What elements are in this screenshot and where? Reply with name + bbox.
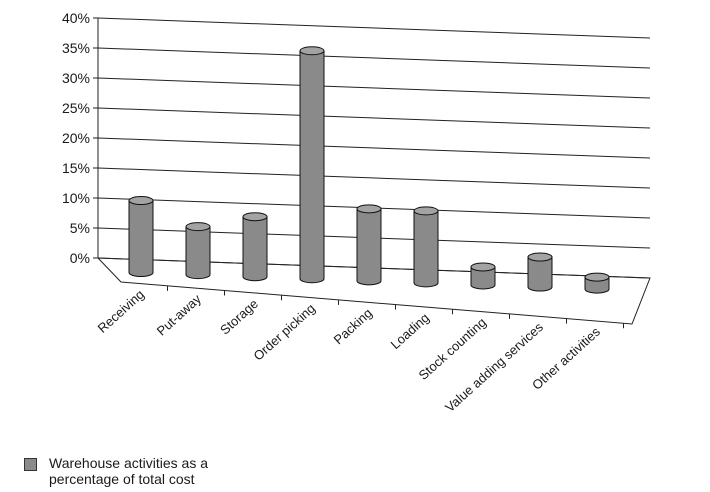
x-category-label: Loading	[388, 310, 432, 352]
legend-swatch	[24, 458, 37, 471]
x-category-label: Storage	[217, 296, 261, 338]
bar	[242, 212, 268, 282]
x-category-label: Order picking	[251, 301, 318, 364]
bars	[128, 46, 610, 294]
gridline	[97, 77, 651, 99]
bar	[470, 262, 496, 290]
x-category-label: Put-away	[154, 291, 205, 339]
y-tick-label: 25%	[62, 100, 90, 116]
gridline	[97, 137, 651, 159]
y-tick-label: 40%	[62, 10, 90, 26]
bar-top	[470, 262, 496, 272]
gridline	[97, 17, 651, 39]
bar-body	[242, 216, 268, 282]
bar	[299, 46, 325, 284]
bar-body	[584, 276, 610, 294]
gridline	[97, 107, 651, 129]
bar-top	[356, 204, 382, 214]
y-tick-label: 15%	[62, 160, 90, 176]
bar-body	[356, 208, 382, 286]
bar	[128, 196, 154, 278]
y-tick-label: 5%	[70, 220, 90, 236]
bar-top	[128, 196, 154, 206]
bar	[185, 222, 211, 280]
gridline	[97, 167, 651, 189]
y-tick-label: 0%	[70, 250, 90, 266]
y-tick-label: 30%	[62, 70, 90, 86]
bar-top	[299, 46, 325, 56]
bar	[413, 206, 439, 288]
bar-body	[128, 200, 154, 278]
bar-body	[185, 226, 211, 280]
floor-outline	[96, 257, 651, 325]
bar-top	[584, 272, 610, 282]
bar	[356, 204, 382, 286]
y-tick-label: 10%	[62, 190, 90, 206]
bar-top	[527, 252, 553, 262]
x-category-label: Receiving	[95, 287, 147, 336]
bar-top	[185, 222, 211, 232]
x-category-label: Packing	[331, 305, 375, 347]
bar-body	[470, 266, 496, 290]
bar	[584, 272, 610, 294]
bar-top	[413, 206, 439, 216]
y-axis-tick-labels: 0% 5% 10% 15% 20% 25% 30% 35% 40%	[62, 10, 90, 266]
chart-floor	[96, 257, 651, 329]
legend: Warehouse activities as a percentage of …	[24, 455, 259, 487]
bar-body	[299, 50, 325, 284]
y-tick-label: 35%	[62, 40, 90, 56]
bar	[527, 252, 553, 292]
bar-body	[527, 256, 553, 292]
gridline	[97, 47, 651, 69]
bar-body	[413, 210, 439, 288]
y-tick-label: 20%	[62, 130, 90, 146]
bar-top	[242, 212, 268, 222]
legend-label: Warehouse activities as a percentage of …	[49, 455, 208, 487]
